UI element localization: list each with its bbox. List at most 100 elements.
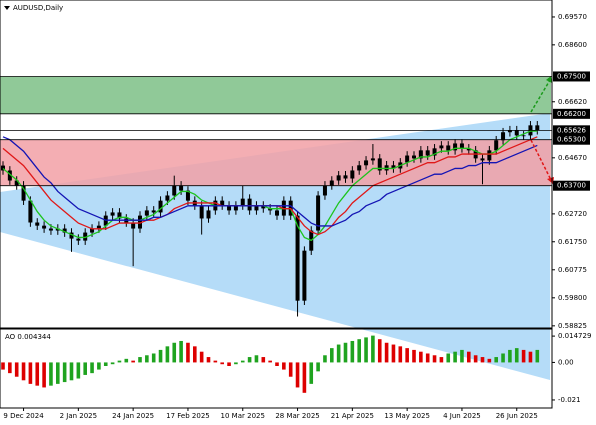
ao-bar — [49, 362, 53, 386]
candle-body — [501, 132, 506, 141]
y-tick-label: 0.66620 — [558, 98, 587, 106]
x-tick-label: 21 Apr 2025 — [331, 412, 374, 420]
candle-body — [138, 215, 142, 229]
ao-bar — [8, 362, 12, 374]
level-label: 0.66200 — [557, 110, 586, 118]
candle-body — [295, 215, 300, 301]
ao-bar — [254, 355, 259, 363]
ao-bar — [76, 362, 81, 379]
ao-bar — [405, 348, 409, 363]
ao-bar — [514, 348, 519, 363]
ao-bar — [480, 357, 485, 363]
candle-body — [507, 130, 512, 133]
ao-bar — [282, 362, 286, 370]
y-tick-label: 0.60775 — [558, 266, 587, 274]
ao-bar — [323, 355, 327, 363]
candle-body — [48, 228, 53, 231]
plot-layer — [1, 121, 540, 393]
ao-bar — [110, 362, 115, 365]
ao-bar — [35, 362, 40, 386]
candle-body — [14, 180, 19, 186]
up-arrow-head — [546, 76, 552, 83]
candle-body — [418, 150, 423, 159]
candle-body — [494, 140, 499, 151]
ao-bar — [330, 348, 334, 363]
ao-bar — [247, 357, 252, 363]
level-label-bg — [553, 108, 590, 119]
candle-body — [96, 225, 101, 229]
ao-bar — [186, 342, 190, 363]
candle-body — [7, 170, 12, 181]
ao-bar — [1, 362, 5, 370]
zone — [0, 139, 551, 186]
ao-bar — [83, 362, 87, 375]
ao-bar — [97, 362, 101, 370]
ao-bar — [302, 362, 307, 393]
ao-bar — [501, 353, 505, 363]
candle-body — [220, 200, 225, 206]
ao-bar — [117, 360, 122, 363]
candle-body — [446, 145, 451, 151]
ao-bar — [28, 362, 33, 384]
candle-body — [151, 210, 156, 213]
ao-bar — [172, 342, 177, 363]
x-tick-label: 28 Mar 2025 — [275, 412, 319, 420]
x-tick-label: 4 Jun 2025 — [443, 412, 481, 420]
ao-bar — [357, 339, 361, 363]
ao-bar — [240, 360, 245, 363]
candle-body — [336, 175, 341, 181]
candle-body — [261, 205, 266, 209]
ao-bar — [473, 355, 478, 363]
candle-body — [350, 170, 355, 179]
y-tick-label: 0.62720 — [558, 210, 587, 218]
ao-bar — [158, 349, 163, 363]
menu-icon[interactable] — [4, 6, 10, 10]
ao-bar — [268, 360, 272, 363]
candle-body — [364, 160, 369, 166]
candle-body — [227, 205, 232, 211]
candle-body — [316, 195, 321, 231]
ao-bar — [521, 349, 526, 363]
candle-body — [42, 225, 47, 229]
ao-bar — [90, 362, 94, 374]
ao-bar — [179, 340, 183, 363]
x-tick-label: 26 Jun 2025 — [496, 412, 538, 420]
candle-body — [514, 130, 519, 136]
ao-bar — [14, 362, 19, 377]
y-tick-label: 0.68600 — [558, 41, 587, 49]
level-label: 0.65626 — [557, 126, 586, 134]
ao-bar — [425, 353, 430, 363]
x-tick-label: 2 Jan 2025 — [60, 412, 98, 420]
x-tick-label: 10 Mar 2025 — [221, 412, 265, 420]
candle-body — [487, 150, 492, 161]
level-label-bg — [553, 125, 590, 136]
background-layer — [0, 76, 551, 380]
ao-bar — [535, 349, 540, 363]
ao-bar — [275, 362, 279, 366]
candle-body — [535, 125, 540, 131]
level-label: 0.65300 — [557, 136, 586, 144]
ao-bar — [377, 339, 382, 363]
overlay-layer: AUDUSD,Daily AO 0.004344 0.69570 0.68600 0… — [0, 0, 591, 420]
ao-bar — [138, 357, 142, 363]
ao-bar — [494, 357, 498, 363]
candle-body — [55, 228, 60, 231]
ao-bar — [69, 362, 74, 381]
ao-bar — [56, 362, 60, 384]
candle-body — [83, 232, 88, 241]
ao-bar — [199, 351, 204, 363]
candle-body — [179, 185, 184, 191]
ao-bar — [131, 360, 135, 363]
ao-bar — [295, 362, 300, 388]
candle-body — [370, 158, 375, 161]
ao-tick-label: 0.00 — [558, 358, 574, 366]
candle-body — [110, 212, 115, 216]
ao-frame — [0, 328, 553, 409]
ao-bar — [227, 362, 231, 366]
candle-body — [480, 158, 485, 161]
candle-body — [343, 175, 348, 179]
candle-body — [405, 155, 410, 163]
ao-bar — [364, 337, 368, 363]
candle-body — [206, 210, 211, 219]
down-arrow — [530, 139, 552, 181]
